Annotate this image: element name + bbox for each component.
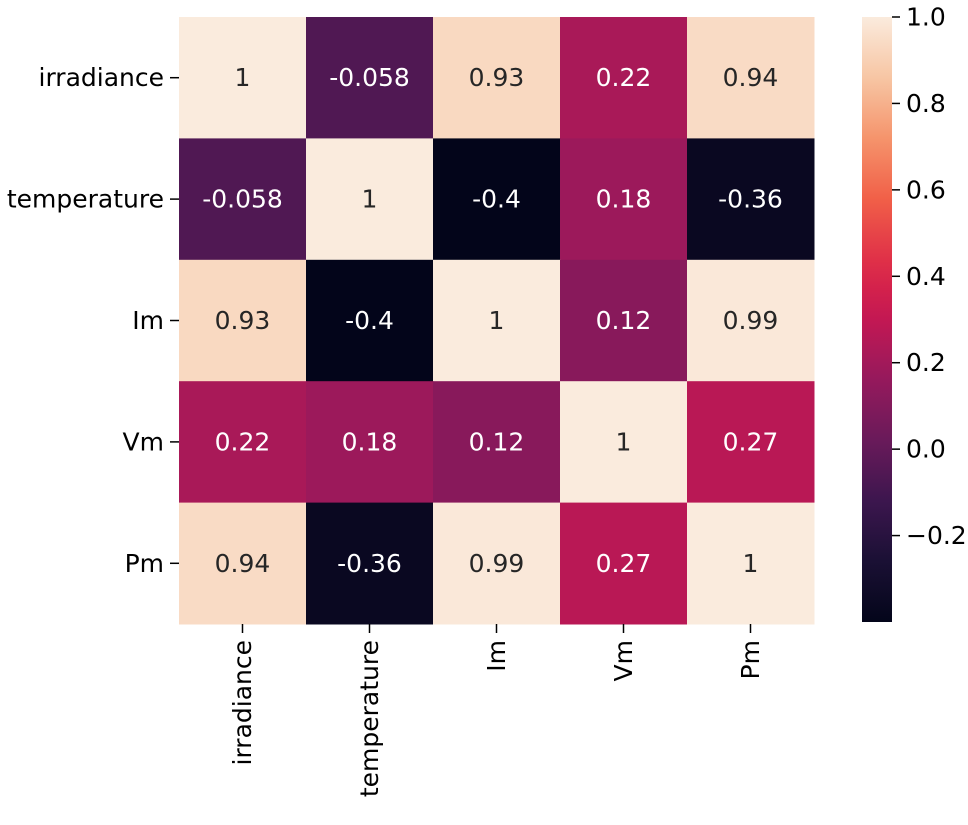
cell-annotation: 1 <box>743 549 759 578</box>
x-tick-label-temperature: temperature <box>355 640 384 797</box>
heatmap-cell-temperature-Vm <box>560 138 688 261</box>
heatmap-cell-Im-Vm <box>560 259 688 382</box>
heatmap-cell-annotations: 1 -0.058 0.93 0.22 0.94 -0.058 1 -0.4 0.18 -0.36 0… <box>202 63 783 578</box>
cell-annotation: -0.4 <box>345 306 394 335</box>
heatmap-cell-Vm-temperature <box>306 381 434 504</box>
heatmap-cell-Vm-Vm <box>560 381 688 504</box>
y-tick-label-Im: Im <box>132 306 164 335</box>
cell-annotation: 0.94 <box>215 549 271 578</box>
y-tick-label-Pm: Pm <box>125 549 164 578</box>
heatmap-cell-Vm-Pm <box>687 381 815 504</box>
cell-annotation: -0.058 <box>329 63 410 92</box>
colorbar-tick-label: 0.6 <box>906 175 946 204</box>
cell-annotation: 0.93 <box>215 306 271 335</box>
cell-annotation: 0.99 <box>469 549 525 578</box>
heatmap-cells <box>179 17 815 625</box>
cell-annotation: 1 <box>616 427 632 456</box>
colorbar-tick-label: 0.8 <box>906 89 946 118</box>
x-tick-label-Vm: Vm <box>609 640 638 681</box>
cell-annotation: 0.18 <box>596 185 652 214</box>
colorbar-tick-label: 0.0 <box>906 435 946 464</box>
heatmap-cell-Im-temperature <box>306 259 434 382</box>
heatmap-cell-temperature-irradiance <box>179 138 307 261</box>
cell-annotation: 0.18 <box>342 427 398 456</box>
cell-annotation: 1 <box>489 306 505 335</box>
cell-annotation: 1 <box>362 185 378 214</box>
cell-annotation: -0.4 <box>472 185 521 214</box>
colorbar-tick-label: 1.0 <box>906 3 946 32</box>
x-tick-label-Im: Im <box>482 640 511 672</box>
cell-annotation: 1 <box>235 63 251 92</box>
colorbar: 1.0 0.8 0.6 0.4 0.2 0.0 −0.2 <box>862 3 967 622</box>
cell-annotation: 0.99 <box>723 306 779 335</box>
x-axis-ticks: irradiance temperature Im Vm Pm <box>228 624 765 797</box>
heatmap-cell-temperature-Pm <box>687 138 815 261</box>
cell-annotation: -0.058 <box>202 185 283 214</box>
cell-annotation: 0.27 <box>723 427 779 456</box>
y-tick-label-Vm: Vm <box>123 427 164 456</box>
heatmap-cell-irradiance-Pm <box>687 17 815 139</box>
heatmap-cell-irradiance-temperature <box>306 17 434 139</box>
colorbar-tick-label: 0.2 <box>906 348 946 377</box>
heatmap-cell-irradiance-Vm <box>560 17 688 139</box>
heatmap-cell-Pm-Pm <box>687 502 815 625</box>
x-tick-label-Pm: Pm <box>736 640 765 679</box>
cell-annotation: -0.36 <box>337 549 402 578</box>
cell-annotation: 0.22 <box>596 63 652 92</box>
heatmap-cell-irradiance-irradiance <box>179 17 307 139</box>
colorbar-tick-label: 0.4 <box>906 262 946 291</box>
heatmap-cell-Pm-irradiance <box>179 502 307 625</box>
heatmap-cell-temperature-temperature <box>306 138 434 261</box>
colorbar-tick-label: −0.2 <box>906 521 967 550</box>
heatmap-cell-Pm-Vm <box>560 502 688 625</box>
heatmap-cell-Vm-irradiance <box>179 381 307 504</box>
heatmap-cell-Vm-Im <box>433 381 561 504</box>
heatmap-cell-Pm-Im <box>433 502 561 625</box>
cell-annotation: 0.94 <box>723 63 779 92</box>
y-tick-label-irradiance: irradiance <box>39 63 165 92</box>
y-axis-ticks: irradiance temperature Im Vm Pm <box>7 63 179 578</box>
heatmap-cell-Im-Pm <box>687 259 815 382</box>
colorbar-gradient <box>862 17 892 622</box>
x-tick-label-irradiance: irradiance <box>228 640 257 766</box>
cell-annotation: 0.12 <box>596 306 652 335</box>
cell-annotation: 0.12 <box>469 427 525 456</box>
heatmap-cell-irradiance-Im <box>433 17 561 139</box>
heatmap-cell-Im-irradiance <box>179 259 307 382</box>
y-tick-label-temperature: temperature <box>7 185 164 214</box>
heatmap-cell-temperature-Im <box>433 138 561 261</box>
heatmap-cell-Pm-temperature <box>306 502 434 625</box>
cell-annotation: -0.36 <box>718 185 783 214</box>
cell-annotation: 0.27 <box>596 549 652 578</box>
heatmap-cell-Im-Im <box>433 259 561 382</box>
cell-annotation: 0.22 <box>215 427 271 456</box>
cell-annotation: 0.93 <box>469 63 525 92</box>
